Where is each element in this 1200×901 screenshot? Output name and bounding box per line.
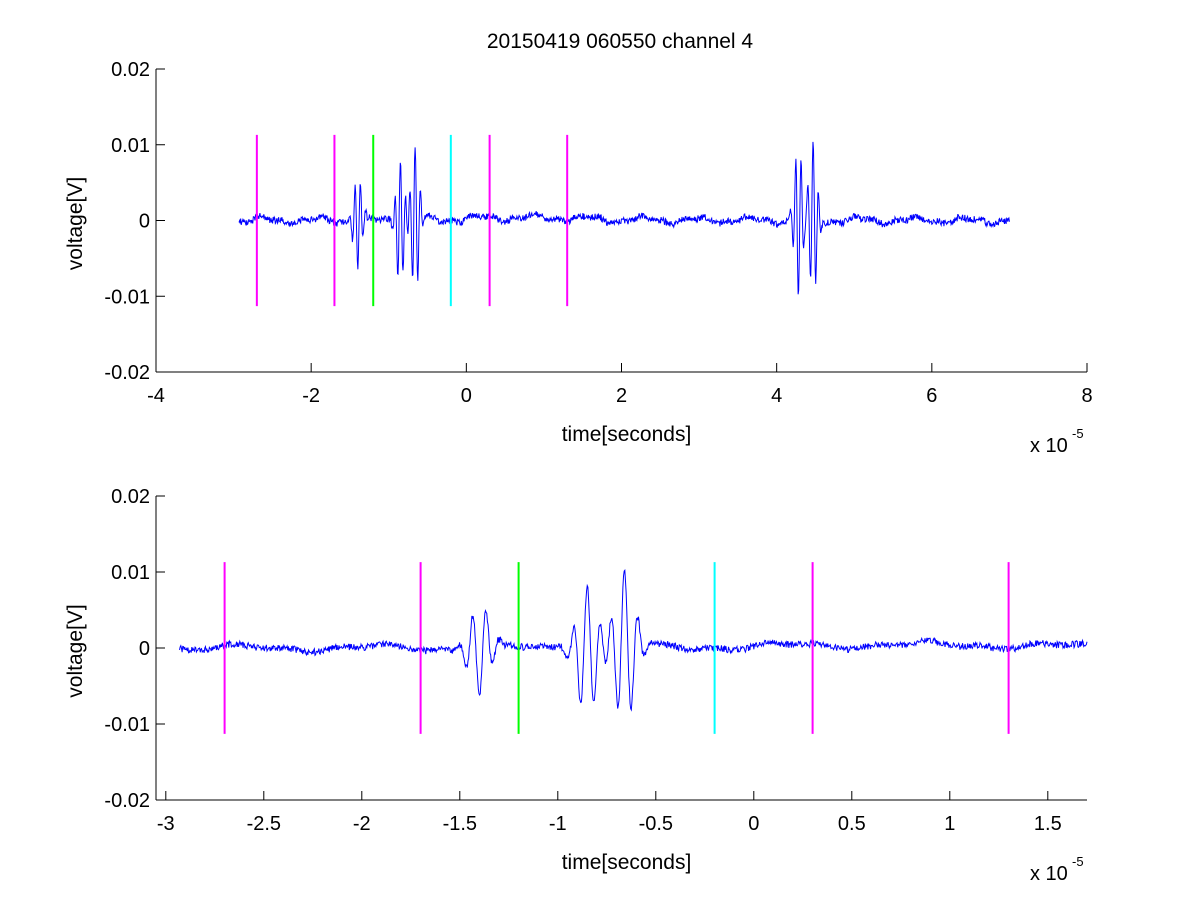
bottom-plot: -3 -2.5 -2 -1.5 -1 -0.5 0 0.5 1 1.5 -0.02 -0.01 0 0.0… (64, 486, 1088, 885)
y-tick-label: 0.01 (111, 562, 150, 584)
top-plot: -4 -2 0 2 4 6 8 -0.02 -0.01 0 0.01 0.02 time[seconds… (64, 59, 1093, 457)
x-tick-label: 2 (616, 385, 627, 407)
x-tick-label: -2 (353, 813, 371, 835)
x-tick-label: -2 (302, 385, 320, 407)
x-exponent-base: x 10 (1030, 435, 1068, 457)
chart-title: 20150419 060550 channel 4 (487, 30, 754, 53)
x-tick-label: -4 (147, 385, 165, 407)
x-tick-label: 1.5 (1034, 813, 1062, 835)
x-tick-label: -1 (549, 813, 567, 835)
x-axis-label: time[seconds] (562, 423, 692, 446)
x-tick-label: 6 (926, 385, 937, 407)
x-exponent-power: -5 (1072, 426, 1084, 441)
signal-series-line (179, 569, 1088, 712)
x-tick-label: -3 (157, 813, 175, 835)
x-tick-label: 0 (748, 813, 759, 835)
y-tick-label: 0 (139, 211, 150, 233)
x-tick-label: -0.5 (639, 813, 673, 835)
x-tick-label: 0.5 (838, 813, 866, 835)
x-tick-label: 1 (944, 813, 955, 835)
x-exponent-power: -5 (1072, 854, 1084, 869)
x-axis-label: time[seconds] (562, 851, 692, 874)
y-tick-label: 0 (139, 638, 150, 660)
y-axis-label: voltage[V] (64, 177, 87, 270)
y-tick-label: 0.02 (111, 59, 150, 81)
y-tick-label: -0.02 (104, 790, 150, 812)
y-tick-label: -0.01 (104, 286, 150, 308)
x-tick-label: 4 (771, 385, 782, 407)
y-axis-label: voltage[V] (64, 604, 87, 697)
x-exponent-base: x 10 (1030, 863, 1068, 885)
x-tick-label: -2.5 (247, 813, 281, 835)
x-tick-label: 0 (461, 385, 472, 407)
signal-series-line (238, 141, 1010, 295)
y-tick-label: 0.01 (111, 135, 150, 157)
y-tick-label: -0.02 (104, 362, 150, 384)
x-tick-label: -1.5 (443, 813, 477, 835)
x-tick-label: 8 (1081, 385, 1092, 407)
y-tick-label: 0.02 (111, 486, 150, 508)
y-tick-label: -0.01 (104, 714, 150, 736)
